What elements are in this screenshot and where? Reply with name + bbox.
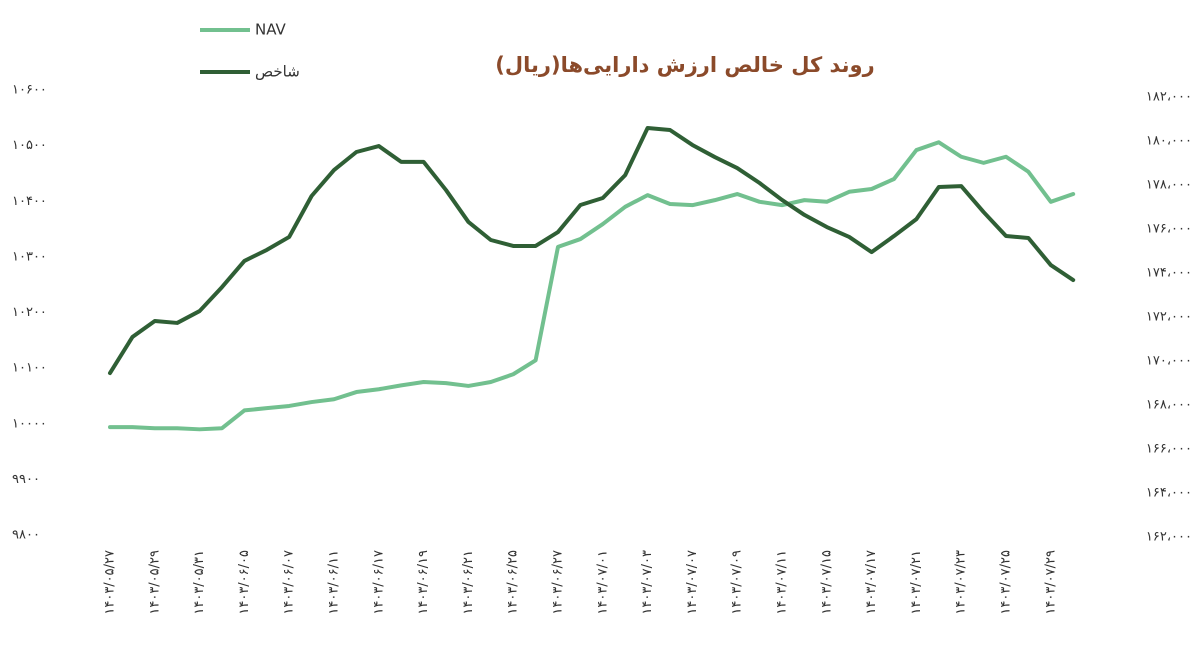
x-tick-label: ۱۴۰۳/۰۶/۰۷ — [282, 550, 297, 615]
x-tick-label: ۱۴۰۳/۰۵/۲۹ — [147, 550, 162, 615]
x-tick-label: ۱۴۰۳/۰۶/۱۱ — [327, 550, 342, 615]
y-tick-label: ۱۰۱۰۰ — [12, 361, 47, 376]
x-tick-label: ۱۴۰۳/۰۷/۲۹ — [1043, 550, 1058, 615]
y-tick-label: ۱۰۳۰۰ — [12, 249, 47, 264]
x-tick-label: ۱۴۰۳/۰۷/۰۷ — [685, 550, 700, 615]
y2-tick-label: ۱۷۶،۰۰۰ — [1146, 222, 1192, 237]
x-tick-label: ۱۴۰۳/۰۶/۲۷ — [551, 550, 566, 615]
x-tick-label: ۱۴۰۳/۰۷/۱۷ — [864, 550, 879, 615]
y2-tick-label: ۱۶۴،۰۰۰ — [1146, 486, 1192, 501]
x-tick-label: ۱۴۰۳/۰۵/۲۷ — [103, 550, 118, 615]
legend-label: شاخص — [255, 63, 300, 81]
y2-tick-label: ۱۷۸،۰۰۰ — [1146, 178, 1192, 193]
legend-label: NAV — [255, 21, 287, 39]
y2-tick-label: ۱۷۰،۰۰۰ — [1146, 354, 1192, 369]
y-tick-label: ۱۰۶۰۰ — [12, 83, 47, 98]
x-tick-label: ۱۴۰۳/۰۶/۲۵ — [506, 550, 521, 615]
y-tick-label: ۱۰۵۰۰ — [12, 138, 47, 153]
y2-tick-label: ۱۸۰،۰۰۰ — [1146, 134, 1192, 149]
y-tick-label: ۱۰۲۰۰ — [12, 305, 47, 320]
y-tick-label: ۱۰۰۰۰ — [12, 416, 47, 431]
x-tick-label: ۱۴۰۳/۰۶/۱۹ — [416, 550, 431, 615]
x-tick-label: ۱۴۰۳/۰۷/۰۳ — [640, 550, 655, 615]
y-tick-label: ۹۸۰۰ — [12, 528, 40, 543]
y-tick-label: ۹۹۰۰ — [12, 472, 40, 487]
x-tick-label: ۱۴۰۳/۰۷/۰۹ — [730, 550, 745, 615]
x-tick-label: ۱۴۰۳/۰۷/۲۵ — [999, 550, 1014, 615]
y2-tick-label: ۱۸۲،۰۰۰ — [1146, 90, 1192, 105]
x-tick-label: ۱۴۰۳/۰۷/۲۱ — [909, 550, 924, 615]
series-line — [108, 140, 1076, 432]
y2-tick-label: ۱۶۸،۰۰۰ — [1146, 398, 1192, 413]
x-tick-label: ۱۴۰۳/۰۷/۱۱ — [775, 550, 790, 615]
y2-tick-label: ۱۷۲،۰۰۰ — [1146, 310, 1192, 325]
x-tick-label: ۱۴۰۳/۰۷/۲۳ — [954, 550, 969, 615]
x-tick-label: ۱۴۰۳/۰۶/۰۵ — [237, 550, 252, 615]
x-tick-label: ۱۴۰۳/۰۷/۰۱ — [595, 550, 610, 615]
y2-tick-label: ۱۶۲،۰۰۰ — [1146, 530, 1192, 545]
x-tick-label: ۱۴۰۳/۰۶/۱۷ — [371, 550, 386, 615]
series-line — [108, 126, 1076, 376]
y2-tick-label: ۱۶۶،۰۰۰ — [1146, 442, 1192, 457]
chart-title: روند کل خالص ارزش دارایی‌ها(ریال) — [495, 53, 874, 77]
y-tick-label: ۱۰۴۰۰ — [12, 194, 47, 209]
x-tick-label: ۱۴۰۳/۰۷/۱۵ — [819, 550, 834, 615]
y2-tick-label: ۱۷۴،۰۰۰ — [1146, 266, 1192, 281]
x-tick-label: ۱۴۰۳/۰۶/۲۱ — [461, 550, 476, 615]
x-tick-label: ۱۴۰۳/۰۵/۳۱ — [192, 550, 207, 615]
